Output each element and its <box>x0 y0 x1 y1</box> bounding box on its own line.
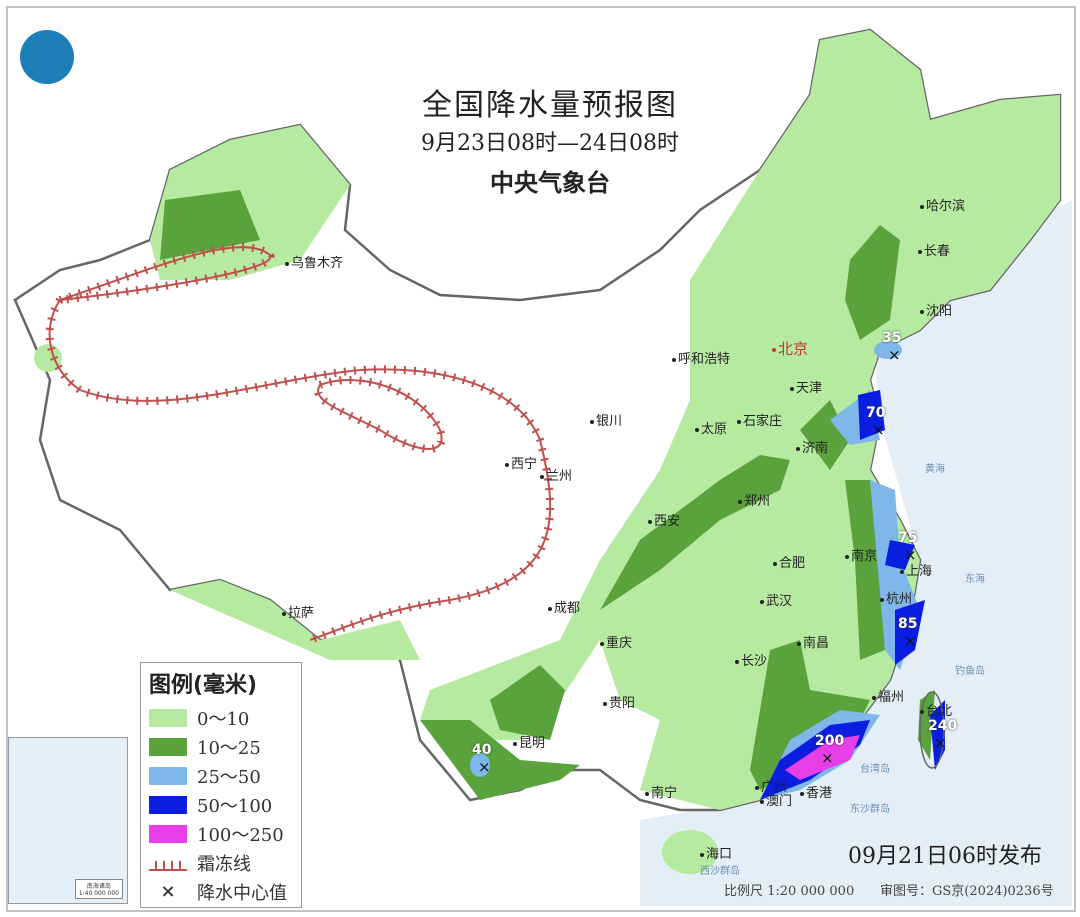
city-label: 呼和浩特 <box>672 348 730 367</box>
city-label: 台北 <box>920 700 952 719</box>
taiwan-island <box>919 691 945 769</box>
rain-center-value: 240 <box>928 718 958 734</box>
rain-center-value: 70 <box>866 405 886 421</box>
city-label: 哈尔滨 <box>920 195 965 214</box>
city-label: 武汉 <box>760 590 792 609</box>
city-label: 澳门 <box>760 790 792 809</box>
color-swatch <box>149 766 187 785</box>
sea-area <box>640 200 1072 906</box>
city-label: 天津 <box>790 377 822 396</box>
rain-100-250 <box>785 735 860 780</box>
frost-line-swatch <box>149 854 187 871</box>
south-china-sea-inset: 南海诸岛 1:40 000 000 <box>8 737 128 904</box>
city-label: 郑州 <box>738 490 770 509</box>
inset-scale: 南海诸岛 1:40 000 000 <box>74 879 123 899</box>
legend-label: 10～25 <box>197 737 261 759</box>
city-label: 沈阳 <box>920 300 952 319</box>
legend-frost-line: 霜冻线 <box>149 848 301 877</box>
legend-label: 50～100 <box>197 795 273 817</box>
city-label: 福州 <box>872 686 904 705</box>
city-label: 兰州 <box>540 465 572 484</box>
city-label: 昆明 <box>513 732 545 751</box>
map-title: 全国降水量预报图 <box>422 88 678 123</box>
legend: 图例(毫米) 0～10 10～25 25～50 50～100 100～250 霜冻线 ×… <box>140 662 302 908</box>
city-label: 长春 <box>918 240 950 259</box>
city-label: 杭州 <box>880 588 912 607</box>
sea-label: 西沙群岛 <box>700 866 740 877</box>
city-label: 太原 <box>695 418 727 437</box>
rain-center-value: 35 <box>882 330 902 346</box>
legend-item: 50～100 <box>149 790 301 819</box>
x-mark-icon: × <box>478 758 491 776</box>
publish-time: 09月21日06时发布 <box>848 844 1042 869</box>
legend-item: 0～10 <box>149 703 301 732</box>
legend-label: 降水中心值 <box>197 882 287 904</box>
color-swatch <box>149 795 187 814</box>
map-scale: 比例尺 1:20 000 000 <box>724 884 855 899</box>
city-label: 北京 <box>772 338 808 359</box>
inset-title: 南海诸岛 <box>86 883 111 890</box>
review-number: 审图号：GS京(2024)0236号 <box>880 884 1054 899</box>
legend-item: 25～50 <box>149 761 301 790</box>
legend-title: 图例(毫米) <box>149 673 258 698</box>
city-label: 长沙 <box>735 650 767 669</box>
rain-center-value: 200 <box>815 733 845 749</box>
city-label: 贵阳 <box>603 692 635 711</box>
city-label: 银川 <box>590 410 622 429</box>
city-label: 济南 <box>796 437 828 456</box>
color-swatch <box>149 737 187 756</box>
cma-logo <box>20 30 74 84</box>
city-label: 西安 <box>648 510 680 529</box>
x-mark-icon: × <box>160 881 176 902</box>
x-mark-icon: × <box>821 749 834 767</box>
rain-center-value: 85 <box>898 616 918 632</box>
sea-label: 东海 <box>965 574 985 585</box>
x-mark-icon: × <box>904 546 917 564</box>
city-label: 香港 <box>800 782 832 801</box>
sea-label: 东沙群岛 <box>850 804 890 815</box>
legend-item: 100～250 <box>149 819 301 848</box>
legend-item: 10～25 <box>149 732 301 761</box>
city-label: 合肥 <box>773 552 805 571</box>
sea-label: 台湾岛 <box>860 764 890 775</box>
forecast-period: 9月23日08时—24日08时 <box>421 131 679 156</box>
color-swatch <box>149 708 187 727</box>
x-mark-icon: × <box>872 421 885 439</box>
color-swatch <box>149 824 187 843</box>
inset-scale-value: 1:40 000 000 <box>78 890 119 897</box>
legend-label: 100～250 <box>197 824 284 846</box>
city-label: 西宁 <box>505 453 537 472</box>
legend-label: 霜冻线 <box>197 853 251 875</box>
rain-10-25 <box>160 190 935 800</box>
x-mark-icon: × <box>934 734 947 752</box>
sea-label: 黄海 <box>925 464 945 475</box>
city-label: 海口 <box>700 843 732 862</box>
city-label: 南昌 <box>797 632 829 651</box>
publisher: 中央气象台 <box>490 169 610 197</box>
city-label: 乌鲁木齐 <box>285 252 343 271</box>
city-label: 南京 <box>845 545 877 564</box>
rain-center-value: 40 <box>472 742 492 758</box>
city-label: 上海 <box>900 560 932 579</box>
x-mark-icon: × <box>904 632 917 650</box>
city-label: 重庆 <box>600 632 632 651</box>
legend-label: 0～10 <box>197 708 250 730</box>
legend-label: 25～50 <box>197 766 261 788</box>
city-label: 成都 <box>548 597 580 616</box>
city-label: 拉萨 <box>282 602 314 621</box>
city-label: 南宁 <box>645 782 677 801</box>
frost-lines <box>45 243 555 644</box>
sea-label: 钓鱼岛 <box>955 666 985 677</box>
city-label: 石家庄 <box>737 410 782 429</box>
legend-center: × 降水中心值 <box>149 877 301 906</box>
rain-center-value: 75 <box>898 530 918 546</box>
x-mark-icon: × <box>888 346 901 364</box>
